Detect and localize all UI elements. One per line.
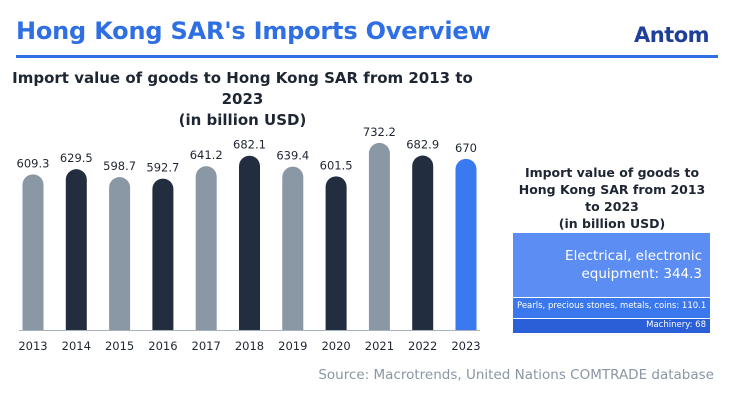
x-tick-2015: 2015 bbox=[105, 339, 134, 353]
x-tick-2021: 2021 bbox=[365, 339, 394, 353]
value-label-2023: 670 bbox=[455, 141, 477, 155]
treemap-title-line: Import value of goods to Hong Kong SAR f… bbox=[518, 165, 706, 214]
value-label-2014: 629.5 bbox=[60, 151, 93, 165]
source-note: Source: Macrotrends, United Nations COMT… bbox=[318, 367, 714, 383]
title-underline bbox=[16, 55, 718, 58]
value-label-2015: 598.7 bbox=[103, 159, 136, 173]
x-tick-2017: 2017 bbox=[192, 339, 221, 353]
treemap-tile-pearls: Pearls, precious stones, metals, coins: … bbox=[513, 298, 710, 318]
x-tick-2019: 2019 bbox=[278, 339, 307, 353]
bar-chart-subtitle: (in billion USD) bbox=[178, 111, 307, 129]
treemap-tile-machinery: Machinery: 68 bbox=[513, 319, 710, 333]
treemap-tile-electrical: Electrical, electronic equipment: 344.3 bbox=[513, 233, 710, 297]
bar-2015 bbox=[109, 177, 131, 330]
treemap-label-electrical: Electrical, electronic equipment: 344.3 bbox=[565, 248, 702, 282]
bar-2020 bbox=[325, 176, 347, 330]
value-label-2020: 601.5 bbox=[320, 158, 353, 172]
value-label-2013: 609.3 bbox=[17, 156, 50, 170]
value-label-2017: 641.2 bbox=[190, 148, 223, 162]
x-tick-2023: 2023 bbox=[451, 339, 480, 353]
treemap-title: Import value of goods to Hong Kong SAR f… bbox=[512, 164, 712, 232]
treemap: Electrical, electronic equipment: 344.3 … bbox=[513, 233, 710, 333]
bar-2016 bbox=[152, 178, 174, 330]
value-label-2019: 639.4 bbox=[276, 149, 309, 163]
bar-2014 bbox=[65, 169, 87, 330]
x-tick-2022: 2022 bbox=[408, 339, 437, 353]
x-tick-2018: 2018 bbox=[235, 339, 264, 353]
bar-2021 bbox=[368, 142, 390, 330]
x-tick-2014: 2014 bbox=[62, 339, 91, 353]
value-label-2022: 682.9 bbox=[406, 138, 439, 152]
value-label-2016: 592.7 bbox=[146, 161, 179, 175]
bar-chart-title: Import value of goods to Hong Kong SAR f… bbox=[0, 68, 485, 131]
treemap-label-pearls: Pearls, precious stones, metals, coins: … bbox=[517, 301, 707, 311]
value-label-2018: 682.1 bbox=[233, 138, 266, 152]
bar-2017 bbox=[195, 166, 217, 330]
x-tick-2020: 2020 bbox=[321, 339, 350, 353]
treemap-subtitle: (in billion USD) bbox=[558, 216, 666, 231]
bar-group bbox=[22, 142, 477, 330]
value-labels: 609.3 629.5 598.7 592.7 641.2 682.1 639.4 601.5… bbox=[17, 125, 477, 175]
bar-chart-title-line: Import value of goods to Hong Kong SAR f… bbox=[12, 69, 473, 108]
antom-logo: Antom bbox=[634, 23, 710, 47]
bar-2013 bbox=[22, 174, 44, 330]
bar-2019 bbox=[282, 166, 304, 330]
x-tick-labels: 2013 2014 2015 2016 2017 2018 2019 2020 2021 2022… bbox=[18, 339, 480, 353]
page-title: Hong Kong SAR's Imports Overview bbox=[16, 17, 491, 45]
bar-2023 bbox=[455, 158, 477, 330]
x-tick-2016: 2016 bbox=[148, 339, 177, 353]
value-label-2021: 732.2 bbox=[363, 125, 396, 139]
bar-2022 bbox=[412, 155, 434, 330]
treemap-label-machinery: Machinery: 68 bbox=[646, 320, 706, 330]
x-tick-2013: 2013 bbox=[18, 339, 47, 353]
bar-2018 bbox=[239, 155, 260, 330]
